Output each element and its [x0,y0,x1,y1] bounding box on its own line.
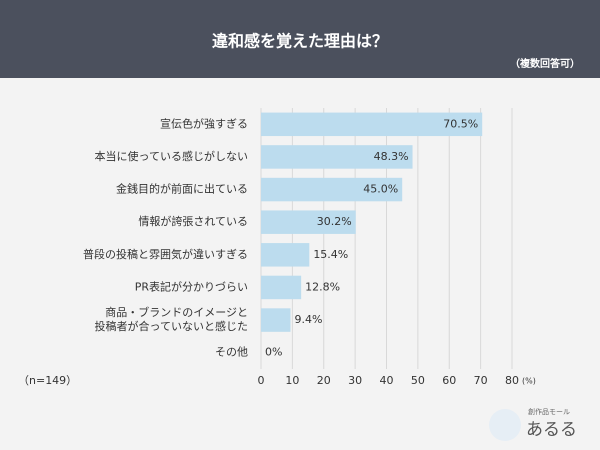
x-tick-label: 10 [285,374,299,387]
value-label: 48.3% [374,150,409,163]
y-tick-label: 本当に使っている感じがしない [95,149,248,163]
x-tick-label: 60 [442,374,456,387]
value-label: 0% [265,346,282,359]
logo-icon [489,409,521,441]
x-tick-label: 20 [317,374,331,387]
bar [261,210,356,234]
y-tick-label: その他 [215,346,248,359]
y-tick-label: 情報が誇張されている [138,214,248,228]
chart-title: 違和感を覚えた理由は？ [212,32,388,51]
x-tick-label: 0 [258,374,265,387]
x-tick-label: 70 [474,374,488,387]
bar [261,308,291,332]
y-tick-label: 宣伝色が強すぎる [160,116,248,130]
value-label: 70.5% [443,117,478,130]
note: （n=149） [18,374,77,387]
y-tick-label: 商品・ブランドのイメージと投稿者が合っていないと感じた [95,305,248,333]
header [0,0,600,78]
chart-subtitle: （複数回答可） [510,57,580,70]
bar [261,145,413,169]
y-tick-label: PR表記が分かりづらい [135,279,248,293]
bar [261,112,483,137]
logo-tagline: 創作品モール [528,407,570,416]
value-label: 12.8% [305,280,340,293]
x-tick-label: 80 [505,374,519,387]
x-tick-label: 30 [348,374,362,387]
bar [261,275,302,300]
y-tick-label: 金銭目的が前面に出ている [116,182,248,196]
value-label: 30.2% [317,215,352,228]
x-tick-label: 40 [380,374,394,387]
y-tick-label: 普段の投稿と雰囲気が違いすぎる [83,247,248,261]
value-label: 45.0% [363,183,398,196]
bar [261,177,403,202]
x-tick-label: 50 [411,374,425,387]
value-label: 15.4% [313,248,348,261]
logo-name: あるる [526,420,577,440]
x-axis-label: (%) [522,377,536,386]
value-label: 9.4% [294,313,322,326]
bar [261,243,310,267]
